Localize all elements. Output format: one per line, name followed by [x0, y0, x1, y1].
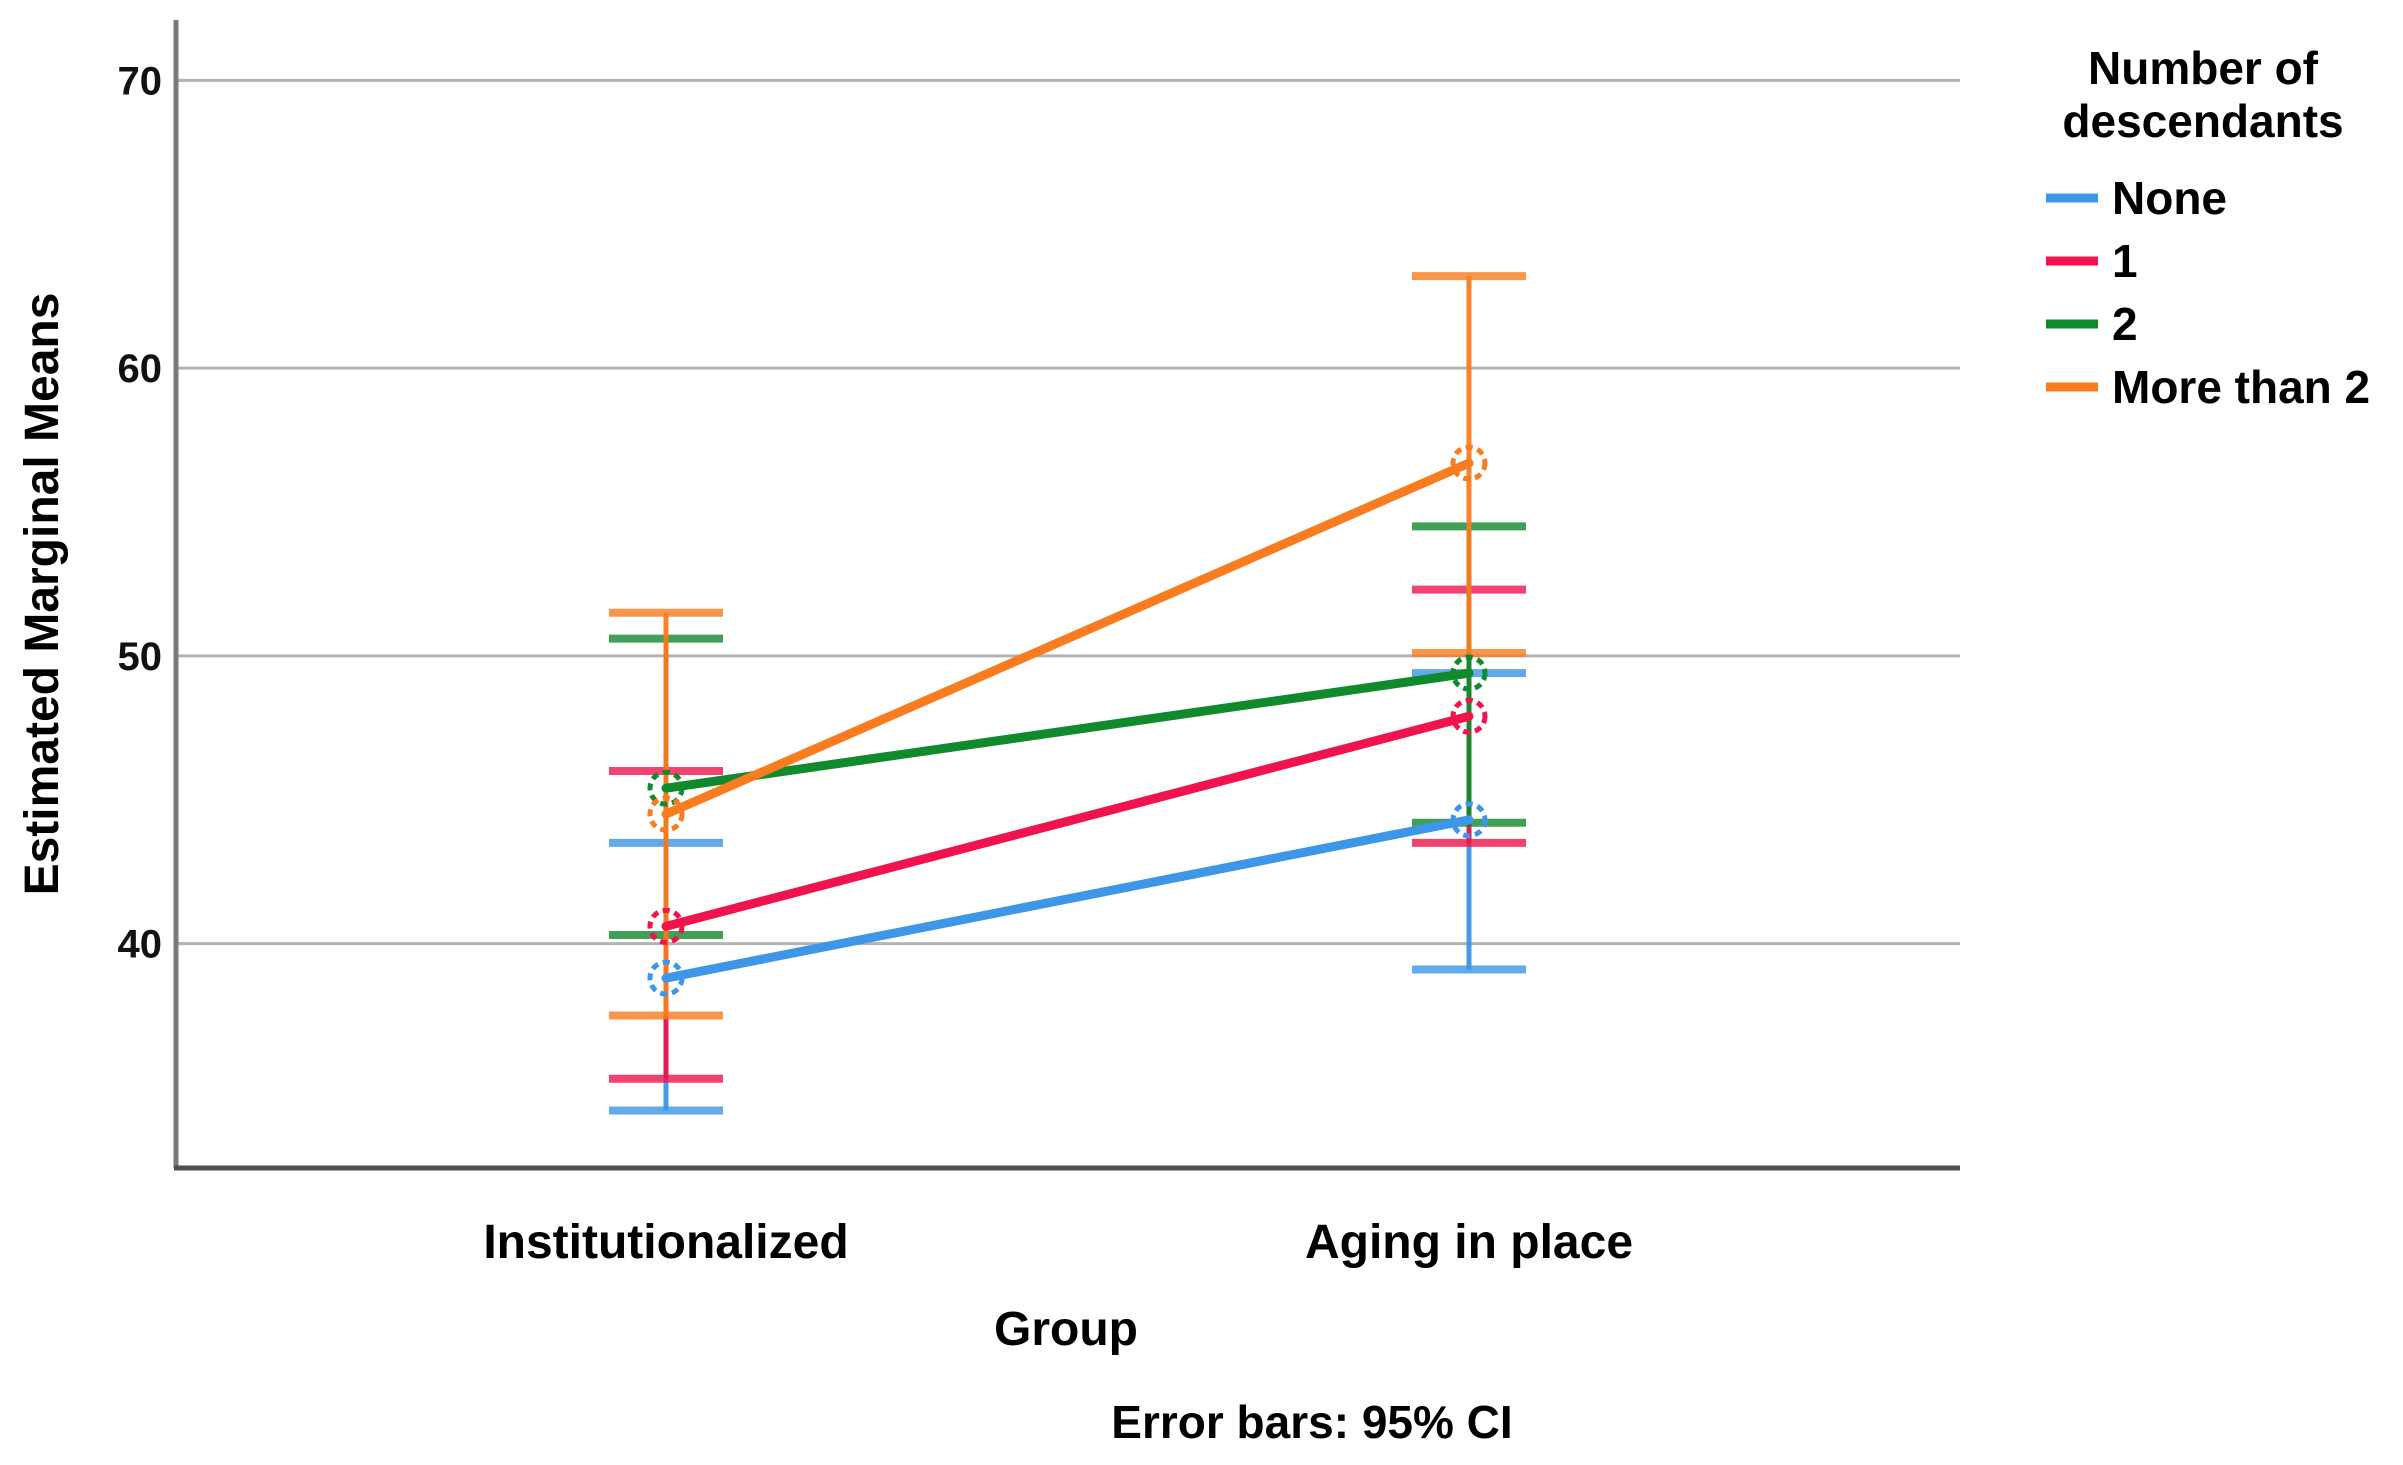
y-tick-label-70: 70 — [118, 59, 163, 103]
legend-label-none: None — [2112, 172, 2227, 224]
error-bars-footnote: Error bars: 95% CI — [1111, 1396, 1512, 1448]
legend: Number of descendants None 1 2 More than 2 — [2046, 42, 2370, 413]
y-axis-title: Estimated Marginal Means — [16, 293, 69, 896]
marker-2-1 — [1450, 654, 1488, 692]
x-axis-title: Group — [994, 1303, 1138, 1356]
marker-none-0 — [647, 959, 685, 997]
series-line-2 — [661, 668, 1474, 793]
series-more-than-2 — [647, 444, 1488, 833]
marker-1-0 — [647, 907, 685, 945]
x-category-label-1: Aging in place — [1305, 1216, 1633, 1269]
legend-item-none: None — [2046, 172, 2227, 224]
y-tick-labels: 40 50 60 70 — [118, 59, 163, 966]
series-2 — [647, 654, 1488, 807]
marker-1-1 — [1450, 697, 1488, 735]
x-category-labels: Institutionalized Aging in place — [483, 1216, 1633, 1269]
error-bars-layer — [609, 272, 1526, 1115]
y-tick-label-40: 40 — [118, 923, 163, 967]
marker-more-than-2-1 — [1450, 444, 1488, 482]
series-line-none — [661, 815, 1474, 983]
gridlines — [176, 78, 1960, 946]
series-line-1 — [661, 711, 1474, 931]
legend-label-2: 2 — [2112, 298, 2138, 350]
series-line-more-than-2 — [661, 458, 1474, 819]
marker-2-0 — [647, 769, 685, 807]
series-lines-layer — [647, 444, 1488, 997]
series-none — [647, 801, 1488, 997]
legend-item-more-than-2: More than 2 — [2046, 361, 2370, 413]
legend-item-1: 1 — [2046, 235, 2138, 287]
series-1 — [647, 697, 1488, 945]
legend-title-line1: Number of — [2088, 42, 2319, 94]
legend-label-more-than-2: More than 2 — [2112, 361, 2370, 413]
y-tick-label-60: 60 — [118, 347, 163, 391]
legend-item-2: 2 — [2046, 298, 2138, 350]
marker-none-1 — [1450, 801, 1488, 839]
legend-title-line2: descendants — [2062, 95, 2343, 147]
marker-more-than-2-0 — [647, 795, 685, 833]
y-tick-label-50: 50 — [118, 635, 163, 679]
x-category-label-0: Institutionalized — [483, 1216, 848, 1269]
legend-label-1: 1 — [2112, 235, 2138, 287]
legend-items: None 1 2 More than 2 — [2046, 172, 2370, 413]
